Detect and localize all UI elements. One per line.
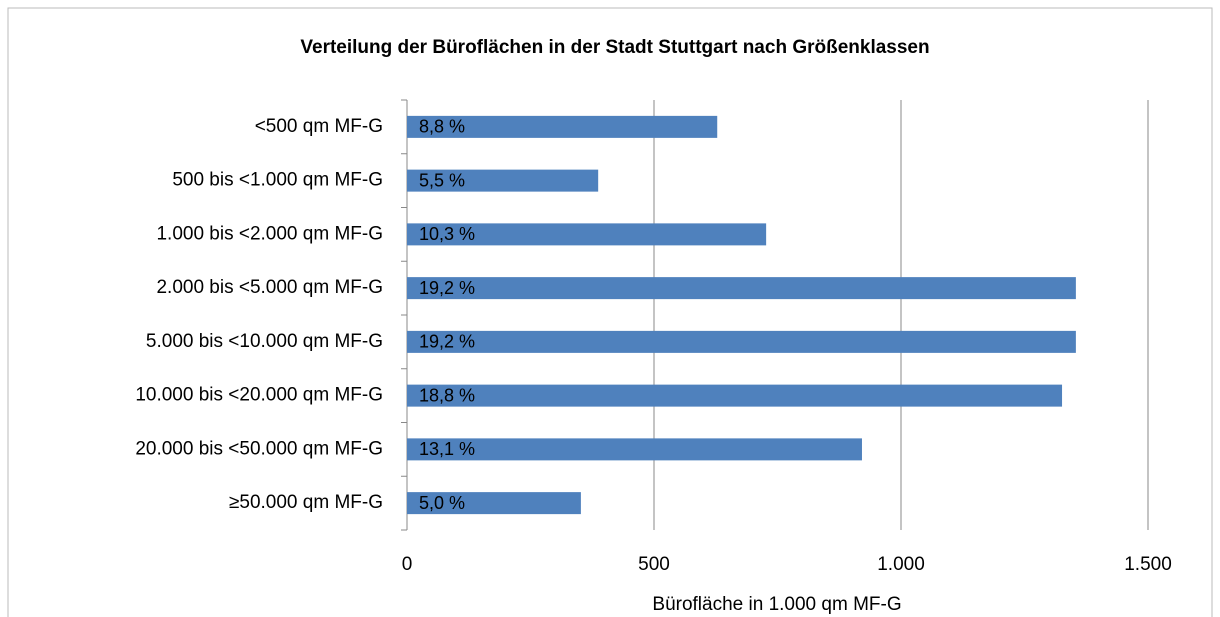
x-tick-label: 1.000 (877, 554, 925, 575)
y-tick-label: 10.000 bis <20.000 qm MF-G (135, 385, 383, 406)
y-tick-label: 2.000 bis <5.000 qm MF-G (156, 277, 383, 298)
bar-label: 19,2 % (419, 332, 475, 352)
chart-frame (7, 7, 1213, 617)
bar-label: 5,0 % (419, 493, 465, 513)
bar-label: 18,8 % (419, 385, 475, 405)
bar (407, 169, 599, 192)
bar-label: 5,5 % (419, 170, 465, 190)
y-tick-label: ≥50.000 qm MF-G (229, 492, 383, 513)
bar (407, 223, 767, 246)
y-tick-label: <500 qm MF-G (255, 116, 383, 137)
bar-label: 10,3 % (419, 224, 475, 244)
bar-label: 13,1 % (419, 439, 475, 459)
y-tick-label: 500 bis <1.000 qm MF-G (172, 170, 383, 191)
bar (407, 330, 1076, 353)
x-tick-label: 0 (402, 554, 413, 575)
y-tick-label: 20.000 bis <50.000 qm MF-G (135, 438, 383, 459)
bar (407, 115, 718, 138)
x-axis-title: Bürofläche in 1.000 qm MF-G (652, 594, 901, 615)
y-tick-label: 5.000 bis <10.000 qm MF-G (146, 331, 383, 352)
bar (407, 438, 862, 461)
y-tick-label: 1.000 bis <2.000 qm MF-G (156, 223, 383, 244)
bar-label: 8,8 % (419, 117, 465, 137)
x-tick-label: 500 (638, 554, 670, 575)
bar (407, 277, 1076, 300)
chart-title: Verteilung der Büroflächen in der Stadt … (300, 37, 929, 58)
x-tick-label: 1.500 (1124, 554, 1172, 575)
bar-label: 19,2 % (419, 278, 475, 298)
bar (407, 384, 1063, 407)
bar (407, 492, 581, 515)
